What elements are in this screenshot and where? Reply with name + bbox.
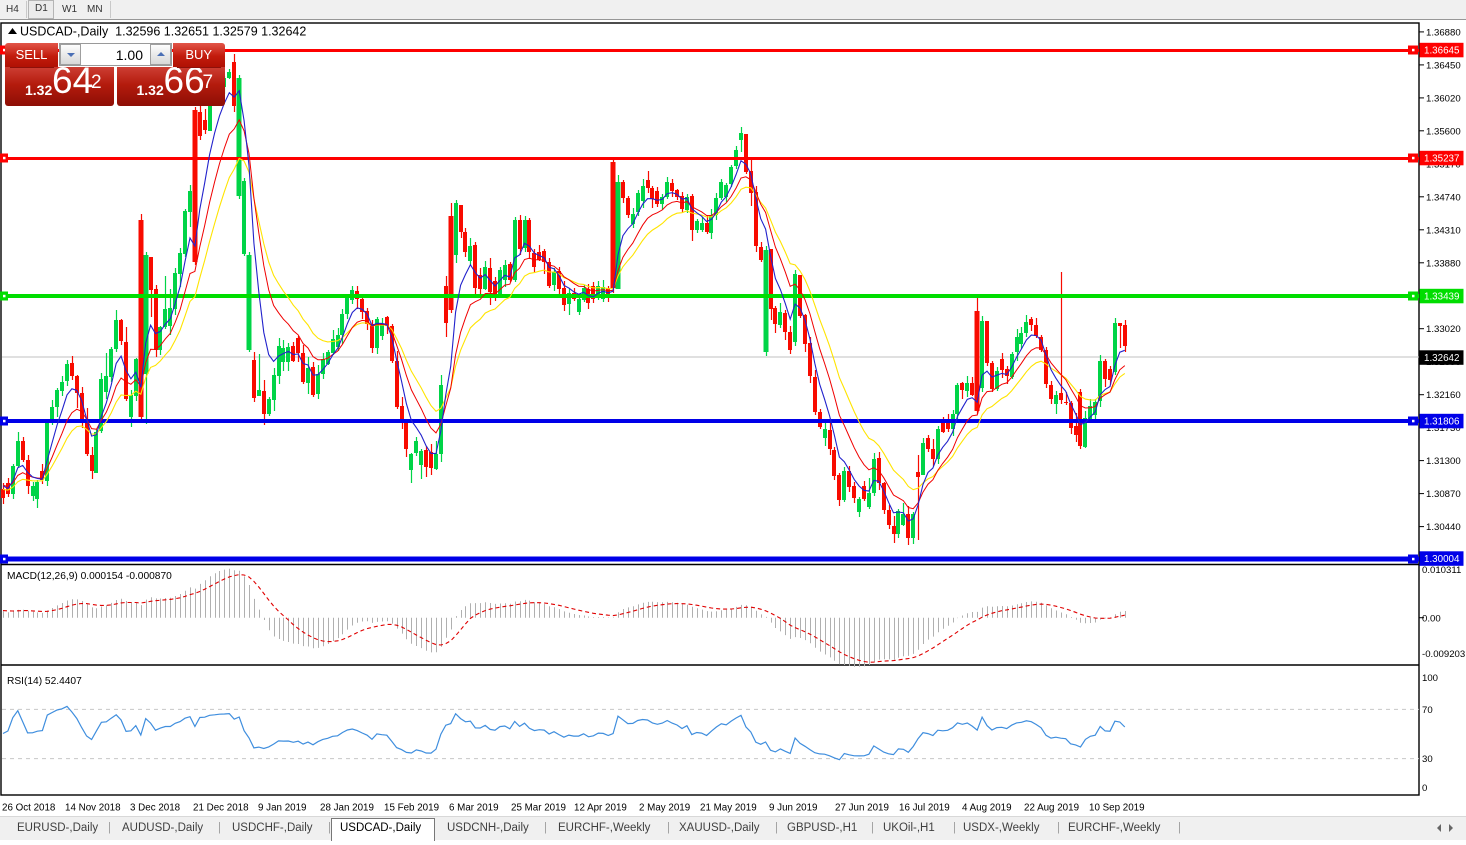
svg-text:15 Feb 2019: 15 Feb 2019 — [384, 803, 439, 814]
svg-text:1.35237: 1.35237 — [1424, 154, 1459, 165]
svg-text:1.33020: 1.33020 — [1426, 324, 1461, 335]
svg-text:1.36645: 1.36645 — [1424, 46, 1460, 57]
svg-text:9 Jan 2019: 9 Jan 2019 — [258, 803, 306, 814]
svg-text:10 Sep 2019: 10 Sep 2019 — [1089, 803, 1145, 814]
svg-text:1.32160: 1.32160 — [1426, 390, 1461, 401]
svg-text:30: 30 — [1422, 754, 1433, 765]
svg-text:1.34310: 1.34310 — [1426, 225, 1461, 236]
svg-text:1.33439: 1.33439 — [1424, 292, 1459, 303]
svg-text:25 Mar 2019: 25 Mar 2019 — [511, 803, 566, 814]
svg-text:28 Jan 2019: 28 Jan 2019 — [320, 803, 374, 814]
svg-text:1.30440: 1.30440 — [1426, 522, 1461, 533]
svg-text:1.36450: 1.36450 — [1426, 60, 1461, 71]
svg-text:22 Aug 2019: 22 Aug 2019 — [1024, 803, 1079, 814]
svg-text:70: 70 — [1422, 705, 1433, 716]
svg-text:1.35600: 1.35600 — [1426, 126, 1461, 137]
svg-text:1.31730: 1.31730 — [1426, 423, 1461, 434]
svg-text:0: 0 — [1422, 783, 1427, 794]
svg-text:1.32642: 1.32642 — [1424, 353, 1459, 364]
svg-text:14 Nov 2018: 14 Nov 2018 — [65, 803, 121, 814]
svg-text:1.30004: 1.30004 — [1424, 554, 1460, 565]
svg-text:3 Dec 2018: 3 Dec 2018 — [130, 803, 181, 814]
svg-text:27 Jun 2019: 27 Jun 2019 — [835, 803, 889, 814]
svg-text:1.31300: 1.31300 — [1426, 456, 1461, 467]
svg-text:USDCAD-,Daily 1.32596 1.32651: USDCAD-,Daily 1.32596 1.32651 1.32579 1.… — [20, 25, 306, 39]
svg-text:0.010311: 0.010311 — [1422, 565, 1461, 576]
svg-text:4 Aug 2019: 4 Aug 2019 — [962, 803, 1012, 814]
svg-text:21 May 2019: 21 May 2019 — [700, 803, 757, 814]
svg-text:2 May 2019: 2 May 2019 — [639, 803, 690, 814]
svg-text:9 Jun 2019: 9 Jun 2019 — [769, 803, 817, 814]
svg-text:1.33880: 1.33880 — [1426, 258, 1461, 269]
svg-text:1.34740: 1.34740 — [1426, 192, 1461, 203]
svg-text:1.31806: 1.31806 — [1424, 417, 1460, 428]
svg-text:26 Oct 2018: 26 Oct 2018 — [2, 803, 56, 814]
svg-text:16 Jul 2019: 16 Jul 2019 — [899, 803, 950, 814]
svg-text:0.00: 0.00 — [1422, 614, 1441, 625]
svg-text:MACD(12,26,9) 0.000154 -0.0008: MACD(12,26,9) 0.000154 -0.000870 — [7, 571, 172, 582]
svg-text:1.36880: 1.36880 — [1426, 27, 1461, 38]
svg-text:1.36020: 1.36020 — [1426, 93, 1461, 104]
svg-text:6 Mar 2019: 6 Mar 2019 — [449, 803, 499, 814]
svg-text:100: 100 — [1422, 673, 1438, 684]
svg-text:21 Dec 2018: 21 Dec 2018 — [193, 803, 249, 814]
svg-text:12 Apr 2019: 12 Apr 2019 — [574, 803, 627, 814]
svg-text:1.30870: 1.30870 — [1426, 489, 1461, 500]
svg-text:-0.009203: -0.009203 — [1422, 649, 1465, 660]
svg-text:RSI(14) 52.4407: RSI(14) 52.4407 — [7, 676, 82, 687]
